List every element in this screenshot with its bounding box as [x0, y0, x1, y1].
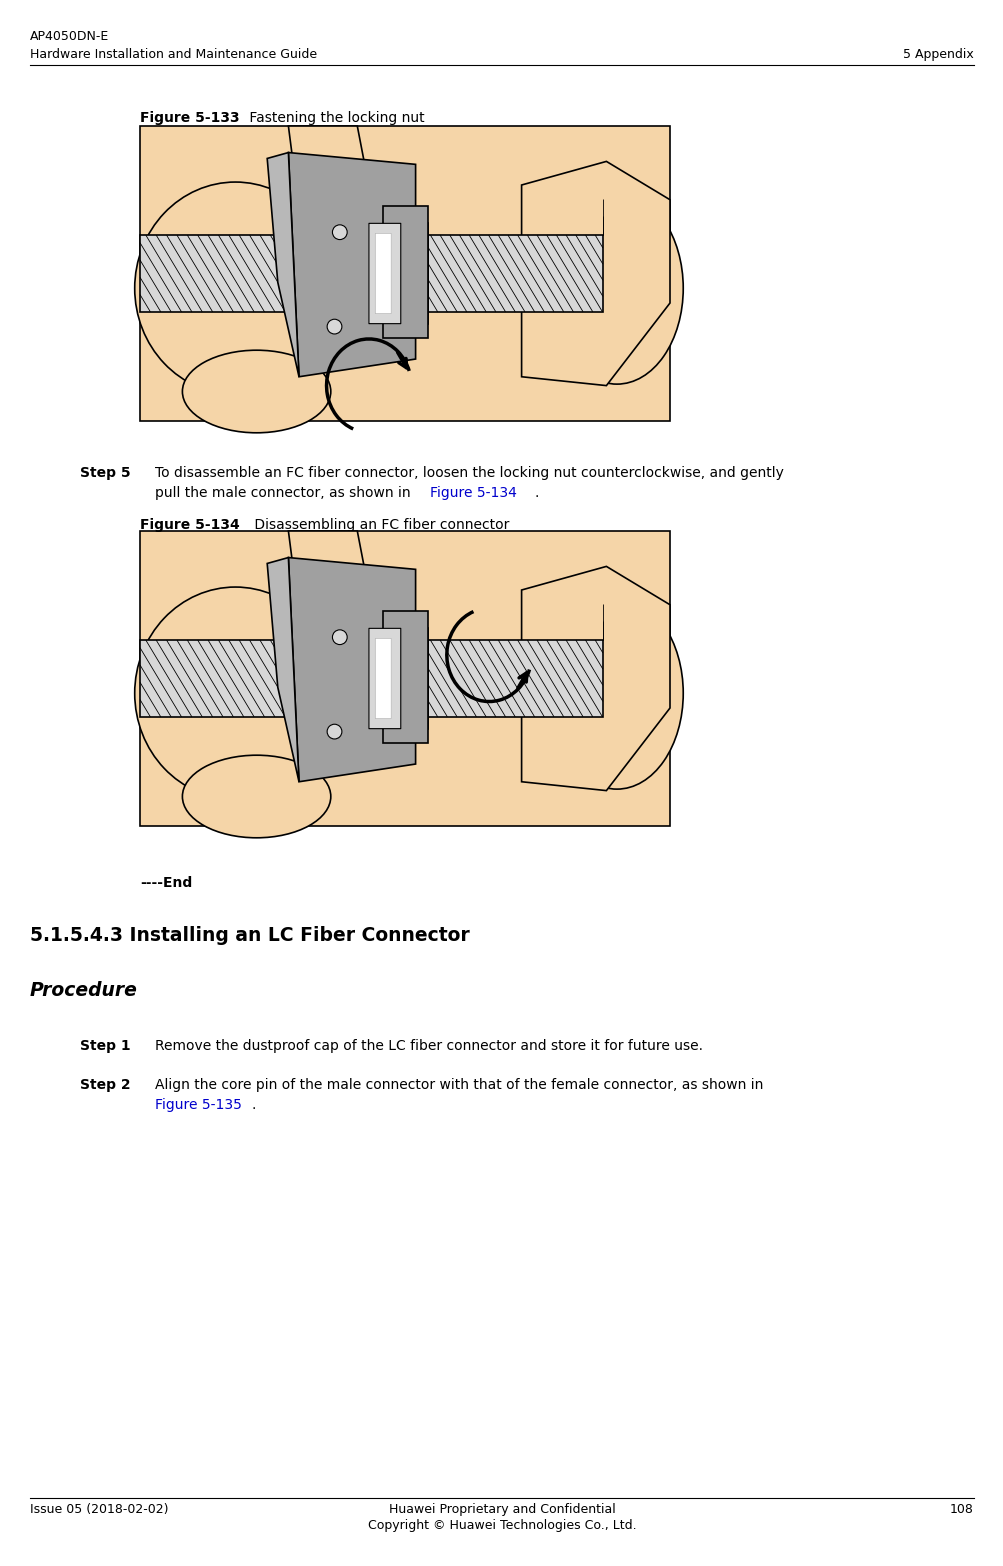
FancyBboxPatch shape: [368, 224, 400, 324]
Bar: [419, 628, 427, 728]
Polygon shape: [267, 557, 299, 781]
Circle shape: [327, 319, 342, 334]
Circle shape: [332, 226, 347, 240]
Text: .: .: [252, 1098, 256, 1112]
Polygon shape: [267, 152, 299, 377]
Text: To disassemble an FC fiber connector, loosen the locking nut counterclockwise, a: To disassemble an FC fiber connector, lo…: [154, 467, 783, 481]
Text: Step 2: Step 2: [80, 1077, 130, 1092]
Polygon shape: [522, 161, 669, 385]
FancyBboxPatch shape: [375, 233, 391, 313]
Ellipse shape: [134, 182, 336, 395]
Text: Fastening the locking nut: Fastening the locking nut: [245, 111, 424, 125]
Circle shape: [332, 630, 347, 645]
Bar: [139, 125, 669, 421]
Ellipse shape: [134, 587, 336, 800]
Text: Issue 05 (2018-02-02): Issue 05 (2018-02-02): [30, 1503, 169, 1516]
Bar: [382, 205, 427, 338]
Circle shape: [327, 723, 342, 739]
Bar: [427, 640, 602, 717]
Text: Figure 5-134: Figure 5-134: [429, 485, 517, 500]
Polygon shape: [522, 567, 669, 791]
Ellipse shape: [551, 193, 683, 384]
Text: Copyright © Huawei Technologies Co., Ltd.: Copyright © Huawei Technologies Co., Ltd…: [367, 1519, 636, 1532]
Text: 5.1.5.4.3 Installing an LC Fiber Connector: 5.1.5.4.3 Installing an LC Fiber Connect…: [30, 926, 469, 944]
Text: Step 5: Step 5: [80, 467, 130, 481]
Text: ----End: ----End: [139, 875, 192, 889]
Bar: [288, 628, 296, 728]
Text: Align the core pin of the male connector with that of the female connector, as s: Align the core pin of the male connector…: [154, 1077, 762, 1092]
Bar: [382, 611, 427, 744]
Text: .: .: [535, 485, 539, 500]
Ellipse shape: [551, 597, 683, 789]
Polygon shape: [288, 557, 415, 781]
Ellipse shape: [183, 351, 330, 432]
Text: Disassembling an FC fiber connector: Disassembling an FC fiber connector: [250, 518, 509, 532]
Text: Figure 5-134: Figure 5-134: [139, 518, 240, 532]
Polygon shape: [288, 152, 415, 377]
Bar: [139, 531, 669, 825]
Text: Figure 5-135: Figure 5-135: [154, 1098, 242, 1112]
Bar: [139, 640, 288, 717]
Ellipse shape: [183, 755, 330, 838]
Text: 108: 108: [949, 1503, 973, 1516]
Polygon shape: [288, 125, 373, 208]
Text: pull the male connector, as shown in: pull the male connector, as shown in: [154, 485, 414, 500]
Bar: [139, 235, 288, 312]
Bar: [427, 235, 602, 312]
Bar: [419, 224, 427, 324]
Text: 5 Appendix: 5 Appendix: [903, 49, 973, 61]
Text: Huawei Proprietary and Confidential: Huawei Proprietary and Confidential: [388, 1503, 615, 1516]
Polygon shape: [288, 531, 373, 614]
Text: Hardware Installation and Maintenance Guide: Hardware Installation and Maintenance Gu…: [30, 49, 317, 61]
Text: AP4050DN-E: AP4050DN-E: [30, 30, 109, 42]
FancyBboxPatch shape: [368, 628, 400, 728]
Bar: [288, 224, 296, 324]
Text: Procedure: Procedure: [30, 980, 137, 1001]
Text: Remove the dustproof cap of the LC fiber connector and store it for future use.: Remove the dustproof cap of the LC fiber…: [154, 1038, 702, 1052]
Text: Step 1: Step 1: [80, 1038, 130, 1052]
FancyBboxPatch shape: [375, 639, 391, 719]
Text: Figure 5-133: Figure 5-133: [139, 111, 240, 125]
